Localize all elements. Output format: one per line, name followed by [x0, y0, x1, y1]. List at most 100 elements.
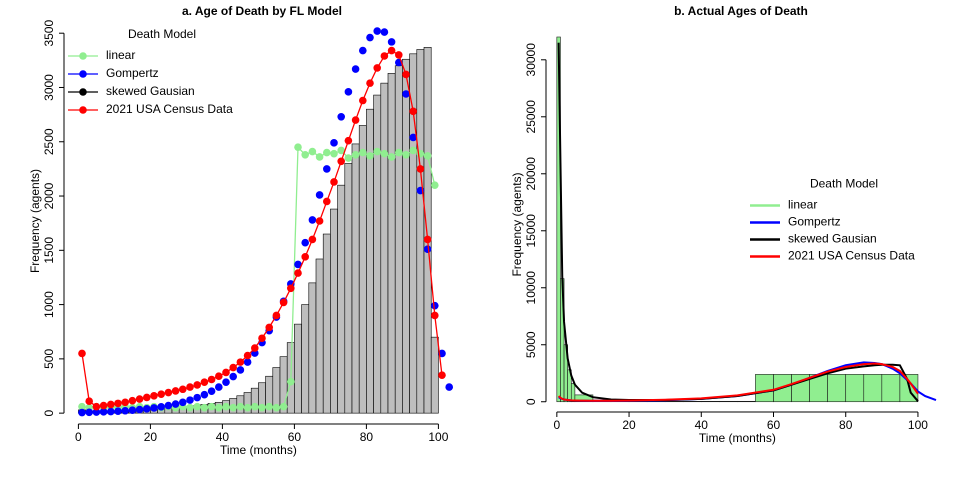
y-tick-label: 2000 — [42, 182, 56, 209]
histogram-bar — [402, 58, 410, 414]
data-point — [409, 107, 418, 116]
y-tick-label: 3500 — [42, 20, 56, 47]
x-tick-label: 0 — [553, 418, 560, 432]
data-point — [359, 96, 367, 105]
series-line — [557, 362, 919, 402]
x-tick-label: 80 — [360, 430, 374, 444]
data-point — [431, 301, 439, 310]
data-point — [337, 112, 346, 121]
y-tick-label: 5000 — [524, 331, 538, 358]
legend-title: Death Model — [128, 27, 196, 41]
legend-label: Gompertz — [106, 66, 159, 80]
data-point — [229, 403, 237, 412]
data-point — [236, 402, 245, 411]
data-point — [351, 150, 360, 159]
data-point — [215, 372, 223, 381]
y-tick-label: 30000 — [524, 43, 538, 77]
data-point — [229, 372, 237, 381]
data-point — [193, 381, 201, 389]
y-tick-label: 0 — [42, 409, 56, 416]
data-point — [179, 385, 187, 394]
histogram-bar — [330, 208, 338, 414]
data-point — [402, 150, 410, 159]
data-point — [344, 136, 353, 145]
data-point — [186, 383, 194, 391]
data-point — [114, 407, 122, 415]
data-point — [279, 298, 288, 307]
y-tick-label: 20000 — [524, 157, 538, 191]
data-point — [337, 157, 346, 166]
data-point — [128, 396, 137, 405]
histogram-bar — [570, 383, 576, 403]
data-point — [193, 402, 201, 411]
data-point — [193, 393, 201, 402]
legend-label: linear — [106, 48, 135, 62]
data-point — [395, 148, 403, 157]
data-point — [294, 269, 302, 277]
histogram-bar — [755, 374, 774, 403]
data-point — [243, 403, 252, 412]
histogram-bar — [574, 394, 594, 403]
data-point — [107, 400, 115, 409]
data-point — [373, 27, 382, 35]
histogram-bar — [322, 233, 331, 414]
data-point — [308, 147, 317, 156]
histogram-bar — [387, 73, 396, 414]
data-point — [200, 378, 209, 387]
data-point — [423, 245, 432, 254]
data-point — [157, 403, 165, 411]
data-point — [387, 46, 396, 55]
data-point — [301, 238, 310, 247]
data-point — [171, 400, 180, 408]
data-point — [323, 148, 331, 157]
data-point — [438, 371, 446, 379]
x-tick-label: 20 — [622, 418, 636, 432]
y-tick-label: 3000 — [42, 74, 56, 101]
data-point — [373, 64, 382, 72]
data-point — [344, 154, 353, 162]
data-point — [258, 334, 266, 343]
legend-title: Death Model — [810, 177, 878, 191]
data-point — [207, 387, 216, 396]
data-point — [301, 150, 310, 159]
data-point — [402, 70, 410, 79]
x-tick-label: 0 — [75, 430, 82, 444]
y-tick-label: 10000 — [524, 271, 538, 305]
data-point — [99, 408, 108, 416]
data-point — [121, 398, 129, 407]
x-tick-label: 60 — [288, 430, 302, 444]
data-point — [272, 403, 281, 412]
x-tick-label: 60 — [767, 418, 781, 432]
series-line — [557, 42, 919, 402]
chart-title: a. Age of Death by FL Model — [182, 4, 342, 18]
histogram-bar — [416, 49, 425, 414]
data-point — [294, 143, 302, 151]
data-point — [330, 178, 338, 186]
data-point — [395, 51, 403, 59]
data-point — [359, 46, 367, 55]
data-point — [215, 383, 223, 391]
legend-label: Gompertz — [788, 215, 841, 229]
data-point — [186, 396, 194, 404]
data-point — [387, 38, 396, 46]
data-point — [236, 366, 245, 374]
data-point — [423, 235, 432, 244]
histogram-bar — [430, 336, 439, 414]
data-point — [294, 260, 302, 269]
data-point — [330, 139, 338, 147]
legend-label: skewed Gausian — [106, 84, 195, 98]
y-tick-label: 1500 — [42, 237, 56, 264]
data-point — [402, 90, 410, 98]
histogram-bar — [394, 65, 403, 414]
data-point — [279, 402, 288, 411]
data-point — [416, 165, 425, 173]
y-axis-label: Frequency (agents) — [28, 169, 42, 273]
chart-title: b. Actual Ages of Death — [674, 4, 808, 18]
x-tick-label: 40 — [695, 418, 709, 432]
data-point — [344, 88, 353, 96]
data-point — [200, 390, 209, 399]
data-point — [380, 52, 389, 60]
data-point — [251, 402, 259, 411]
legend-label: linear — [788, 198, 817, 212]
histogram-bar — [863, 374, 883, 403]
